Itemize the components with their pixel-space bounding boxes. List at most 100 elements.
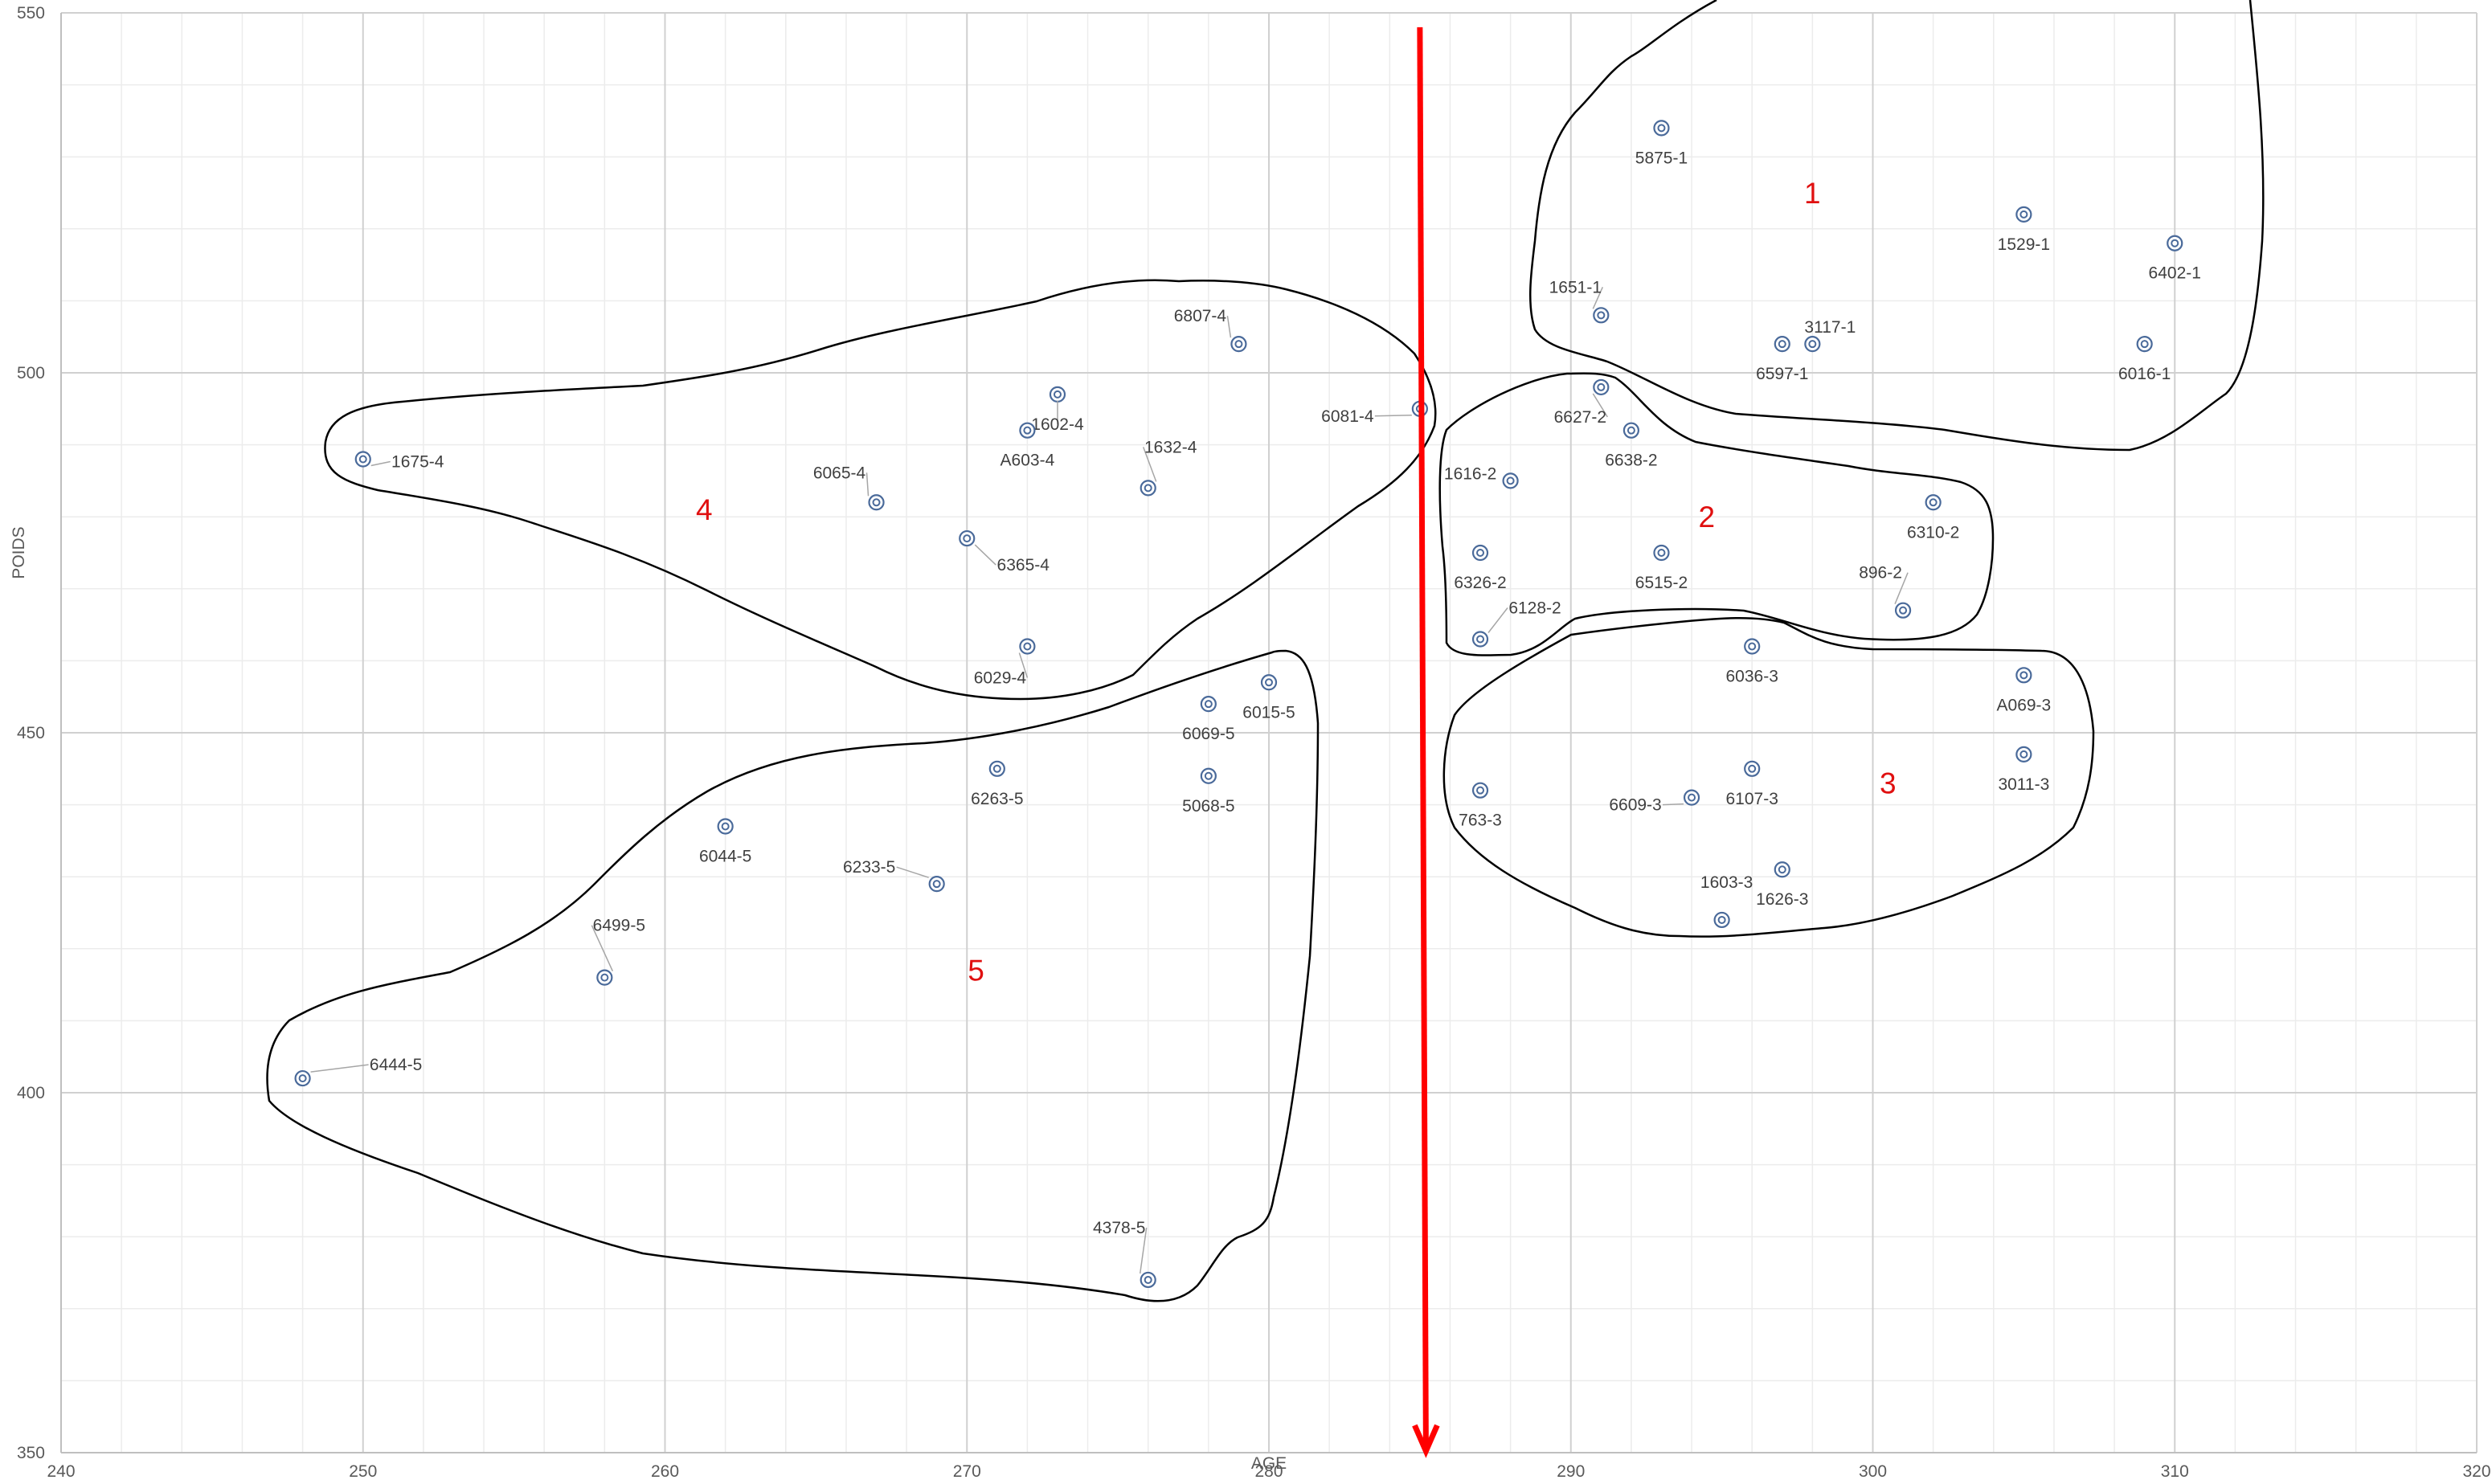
point-marker-inner [1597,311,1606,320]
data-point: A069-3 [1997,667,2051,714]
point-marker-inner [1717,915,1726,924]
point-marker-inner [1748,764,1757,773]
x-tick-label: 310 [2161,1462,2189,1481]
data-point: 1603-3 [1700,873,1753,929]
cluster-outline-1 [1529,0,2265,452]
data-point: 6233-5 [843,858,945,893]
y-tick-label: 450 [17,724,45,742]
leader-line [591,925,614,971]
leader-line [1592,393,1608,418]
point-label: 6499-5 [593,917,645,935]
arrow-head [1412,1424,1440,1458]
point-label: 6015-5 [1242,703,1295,722]
x-tick-labels: 240 250 260 270 280 290 300 310 320 [47,1462,2490,1481]
point-marker-inner [1476,549,1485,557]
leader-line [1226,316,1232,338]
cluster-number-label: 4 [696,493,713,526]
data-point: 3117-1 [1804,318,1856,353]
x-tick-label: 260 [651,1462,679,1481]
point-marker-inner [2140,340,2149,349]
data-point: 5068-5 [1182,767,1235,816]
data-point: 1626-3 [1756,861,1808,909]
data-point: 6515-2 [1635,544,1688,592]
data-point: 6402-1 [2149,235,2201,283]
point-label: 6402-1 [2149,264,2201,283]
point-label: 3011-3 [1998,775,2049,794]
point-label: 6609-3 [1609,796,1661,815]
point-marker-inner [1144,484,1152,493]
point-marker-inner [1627,426,1635,435]
point-marker-inner [358,455,367,464]
leader-line [1663,803,1684,806]
point-label: 6597-1 [1756,365,1808,383]
point-label: 6807-4 [1174,307,1227,325]
point-label: 6036-3 [1726,667,1778,685]
cluster-number-label: 3 [1880,767,1897,800]
data-point: 3011-3 [1998,746,2049,794]
cluster-outline-2 [1438,372,1995,656]
point-marker-inner [1053,390,1062,399]
y-axis-title: POIDS [10,526,28,578]
point-marker-inner [932,880,941,889]
data-point: 6310-2 [1907,494,1959,542]
data-point: 6597-1 [1756,336,1808,383]
point-label: 6444-5 [370,1056,422,1074]
point-label: 1616-2 [1444,464,1496,483]
data-point: 6069-5 [1182,696,1235,743]
cluster-labels: 1 2 3 4 5 [696,177,1897,987]
point-marker-inner [2019,750,2028,758]
point-marker-inner [1657,124,1666,133]
point-label: 6128-2 [1508,599,1561,618]
data-point: 896-2 [1859,564,1912,619]
point-marker-inner [963,534,972,543]
leader-line [1487,607,1508,633]
leader-line [1894,572,1909,604]
point-marker-inner [2171,239,2179,247]
x-tick-label: 250 [349,1462,377,1481]
leader-line [370,460,391,467]
point-marker-inner [298,1074,307,1083]
point-marker-inner [1597,382,1606,391]
point-label: 6627-2 [1554,408,1606,427]
point-marker-inner [1929,498,1938,507]
red-arrow [1412,27,1440,1458]
leader-line [1139,1227,1148,1274]
point-label: 6233-5 [843,858,895,877]
data-point: 6807-4 [1174,307,1247,353]
point-label: 6263-5 [971,790,1023,808]
point-label: 1632-4 [1144,438,1197,456]
point-label: 763-3 [1459,811,1502,830]
point-label: 6107-3 [1726,790,1778,808]
point-label: 5875-1 [1635,149,1688,167]
point-label: A603-4 [1000,452,1055,470]
x-tick-label: 280 [1254,1462,1283,1481]
point-marker-inner [1023,642,1032,651]
point-marker-inner [1204,771,1213,780]
point-label: 6310-2 [1907,523,1959,542]
point-label: 6326-2 [1454,574,1506,592]
leader-line [865,472,870,497]
cluster-outline-3 [1442,616,2095,938]
point-label: 3117-1 [1804,318,1856,337]
data-point: 6015-5 [1242,674,1295,722]
point-marker-inner [1476,635,1485,644]
data-point: A603-4 [1000,422,1055,470]
point-marker-inner [1265,678,1273,687]
point-label: 896-2 [1859,564,1902,583]
y-tick-labels: 350 400 450 500 550 [17,4,45,1462]
point-marker-inner [2019,671,2028,680]
data-point: 6609-3 [1609,789,1700,815]
point-label: 5068-5 [1182,797,1234,816]
axes [60,13,2477,1453]
cluster-number-label: 2 [1699,501,1716,534]
y-tick-label: 500 [17,364,45,382]
point-label: 1529-1 [1998,235,2050,254]
point-marker-inner [721,822,730,831]
y-tick-label: 400 [17,1084,45,1102]
y-tick-label: 550 [17,4,45,22]
point-label: 6638-2 [1605,452,1657,470]
leader-line [1374,415,1412,417]
leader-line [896,866,929,878]
data-point: 1616-2 [1444,464,1519,489]
data-point: 1529-1 [1998,206,2050,254]
